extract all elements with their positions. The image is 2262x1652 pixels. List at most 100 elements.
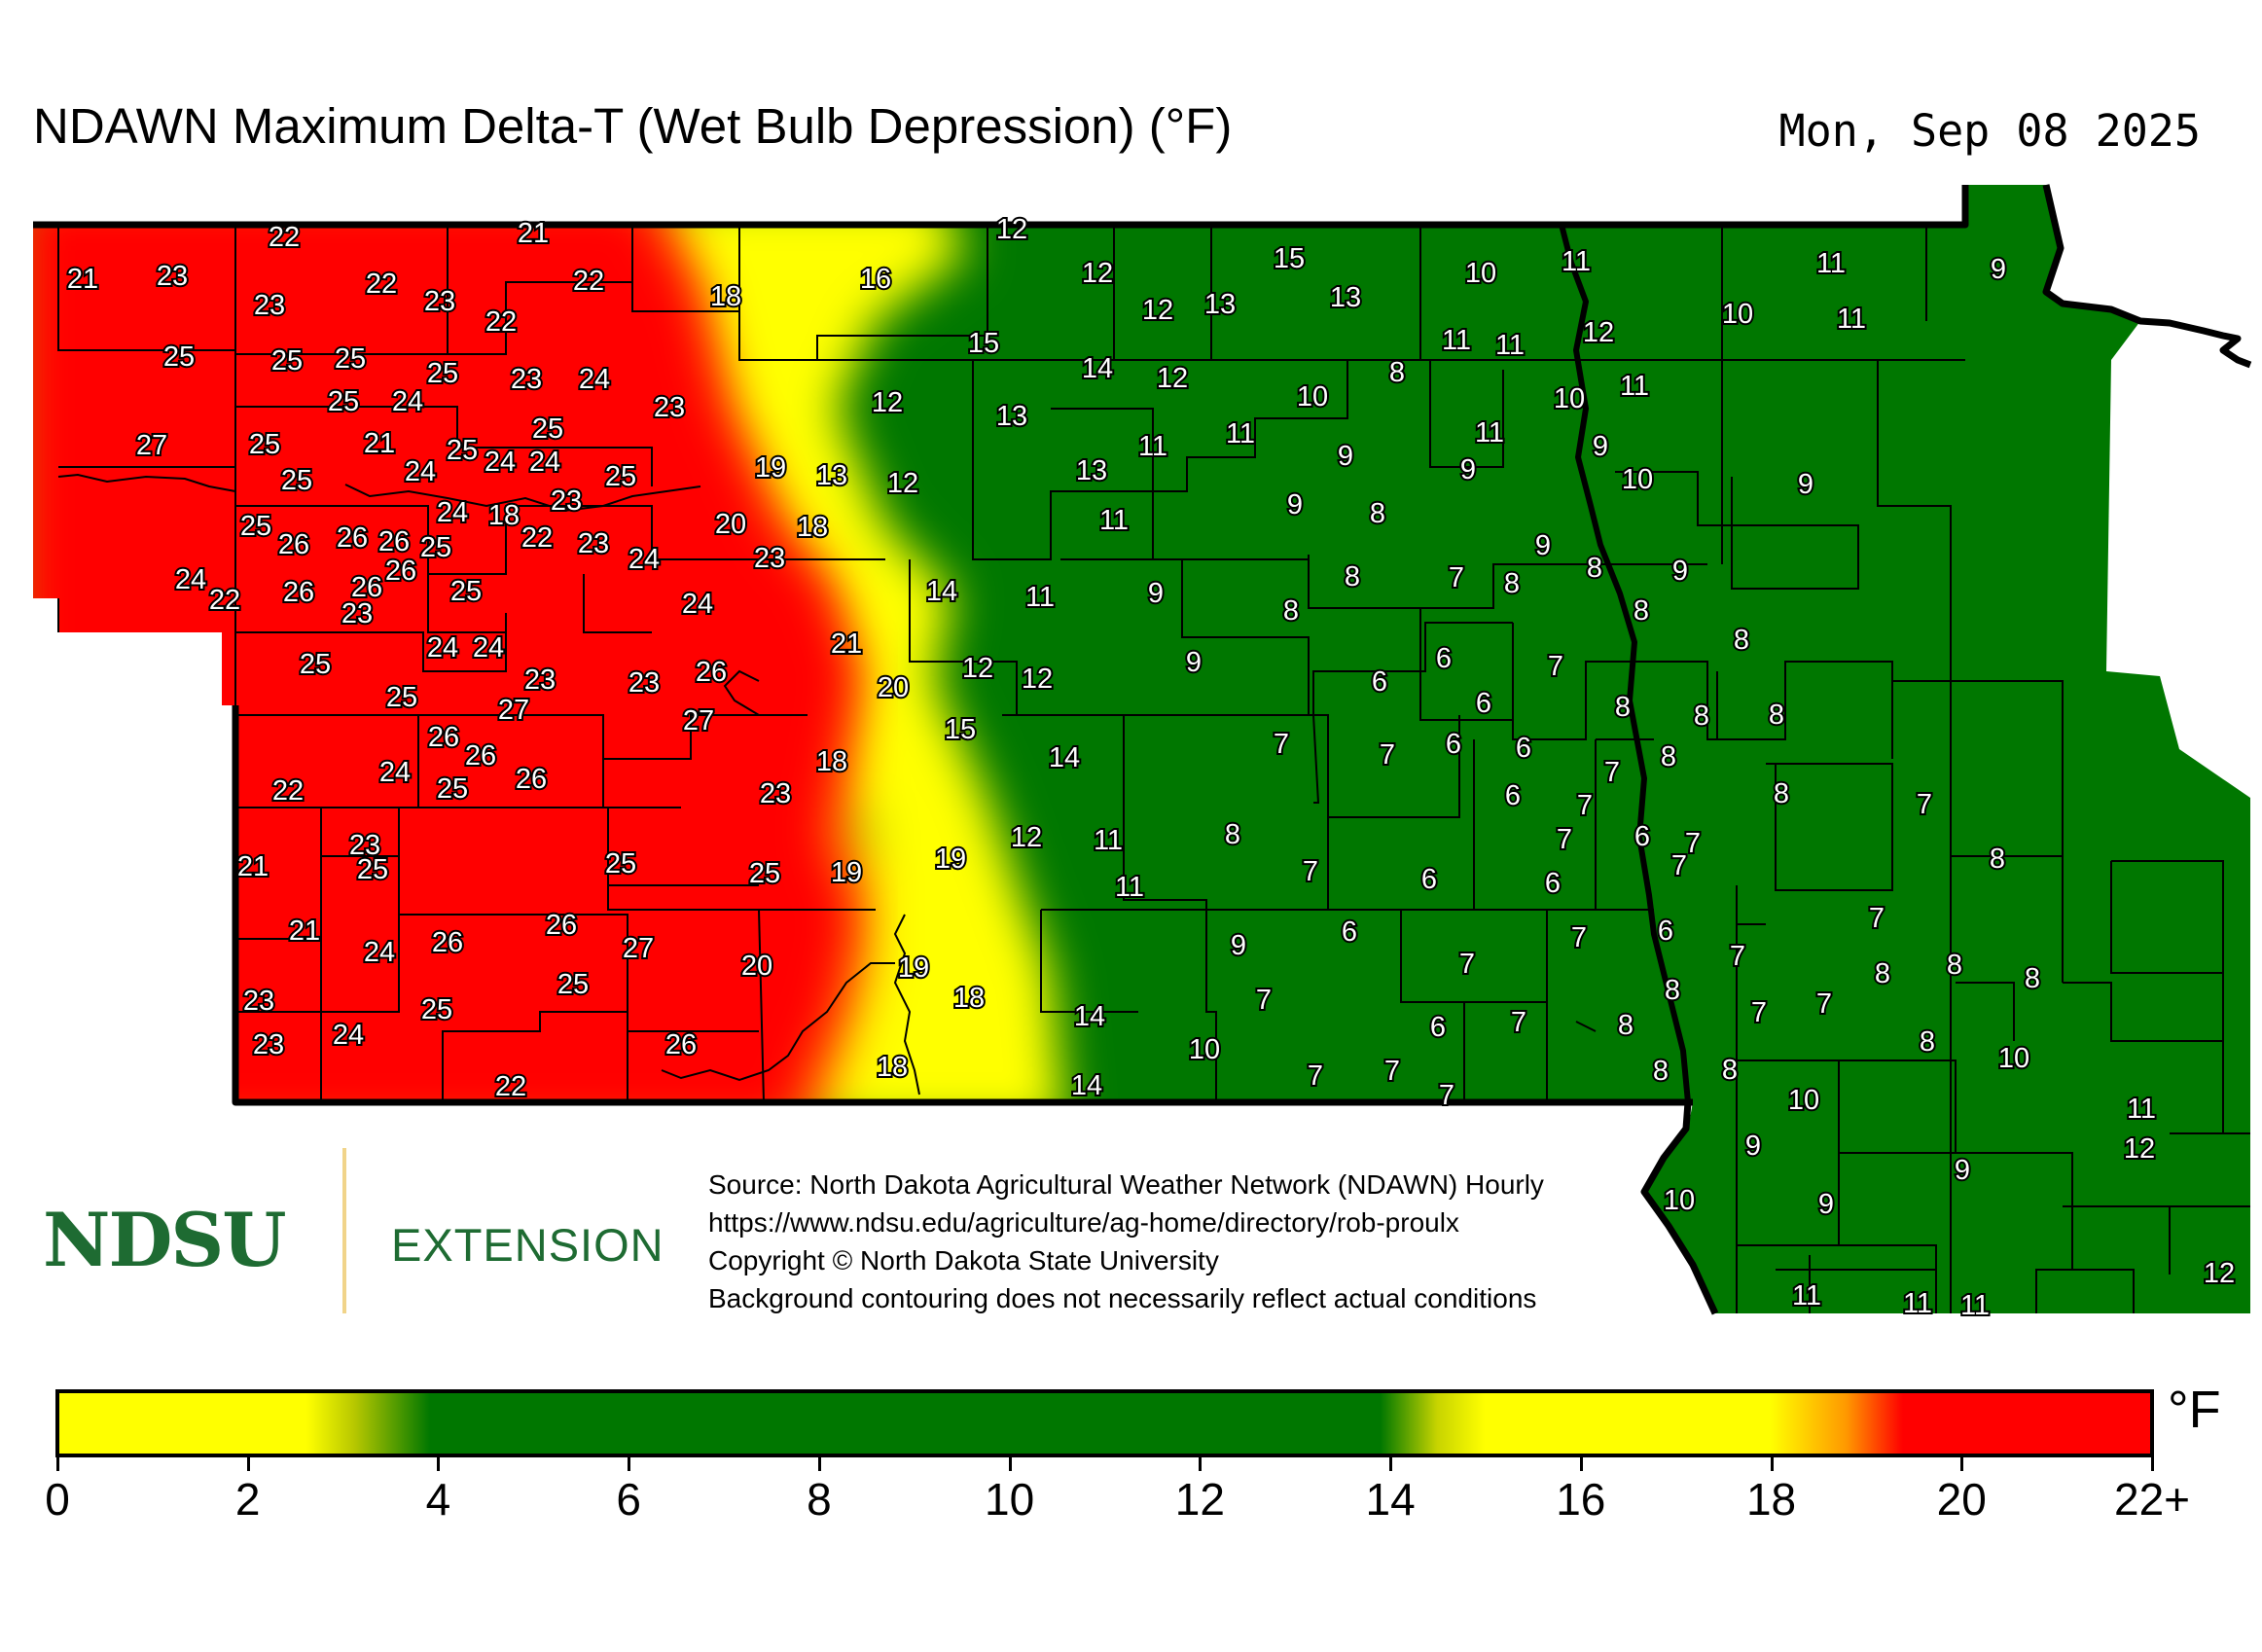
station-value: 7 (1308, 1060, 1323, 1092)
station-value: 8 (1990, 844, 2005, 875)
station-value: 8 (1283, 595, 1299, 627)
station-value: 23 (424, 286, 455, 317)
station-value: 26 (337, 522, 368, 554)
station-value: 24 (364, 937, 395, 968)
station-value: 25 (421, 994, 452, 1025)
station-value: 19 (935, 844, 966, 875)
station-value: 25 (281, 465, 312, 496)
station-value: 24 (427, 632, 458, 664)
station-value: 25 (420, 532, 451, 563)
station-value: 26 (351, 572, 382, 603)
legend-tick (246, 1455, 250, 1471)
station-value: 25 (328, 386, 359, 417)
station-value: 8 (1694, 700, 1709, 732)
station-value: 21 (831, 628, 862, 660)
station-value: 11 (1138, 431, 1167, 462)
station-value: 22 (269, 222, 300, 253)
station-value: 13 (1204, 289, 1236, 320)
station-value: 24 (175, 564, 206, 595)
station-value: 10 (1554, 383, 1585, 414)
station-value: 6 (1658, 916, 1673, 947)
station-value: 20 (878, 672, 909, 703)
station-value: 6 (1476, 688, 1491, 719)
red-river (1559, 224, 1691, 1103)
legend-tick-label: 0 (45, 1474, 70, 1525)
station-value: 8 (1618, 1010, 1634, 1041)
station-value: 14 (1082, 353, 1113, 384)
station-value: 12 (872, 387, 903, 418)
station-value: 8 (1722, 1055, 1738, 1086)
logo-wordmark: NDSU (43, 1197, 287, 1283)
legend-tick-label: 2 (234, 1474, 261, 1525)
station-value: 8 (1774, 778, 1789, 809)
station-value: 7 (1671, 850, 1687, 881)
station-value: 8 (1947, 950, 1962, 981)
station-value: 8 (1875, 958, 1890, 989)
source-url: https://www.ndsu.edu/agriculture/ag-home… (708, 1207, 1459, 1238)
station-value: 12 (1583, 317, 1614, 348)
station-value: 23 (157, 261, 188, 292)
station-value: 23 (578, 528, 609, 559)
station-value: 8 (1665, 975, 1680, 1006)
copyright-line: Copyright © North Dakota State Universit… (708, 1245, 1219, 1275)
station-value: 10 (1664, 1185, 1695, 1216)
station-value: 12 (2124, 1133, 2155, 1165)
legend-tick (1389, 1455, 1393, 1471)
station-value: 9 (1460, 454, 1476, 485)
station-value: 14 (1071, 1070, 1102, 1101)
station-value: 26 (665, 1029, 697, 1060)
station-value: 23 (754, 543, 785, 574)
station-value: 8 (1920, 1026, 1935, 1058)
station-value: 25 (450, 576, 482, 607)
legend-tick-label: 8 (807, 1474, 832, 1525)
map-title: NDAWN Maximum Delta-T (Wet Bulb Depressi… (33, 98, 1233, 154)
station-value: 21 (237, 851, 269, 882)
station-value: 25 (605, 461, 636, 492)
station-value: 9 (1955, 1155, 1970, 1186)
source-line: Source: North Dakota Agricultural Weathe… (708, 1169, 1544, 1200)
station-value: 26 (696, 657, 727, 688)
station-value: 24 (473, 632, 504, 664)
station-value: 12 (887, 468, 918, 499)
station-value: 6 (1634, 821, 1650, 852)
station-value: 7 (1577, 790, 1593, 821)
station-value: 21 (364, 428, 395, 459)
legend-tick (1770, 1455, 1774, 1471)
station-value: 7 (1439, 1080, 1454, 1111)
station-value: 13 (996, 401, 1027, 432)
station-value: 11 (1792, 1280, 1821, 1311)
station-value: 8 (1634, 595, 1649, 627)
station-value: 25 (386, 682, 417, 713)
station-value: 7 (1571, 922, 1587, 953)
station-value: 19 (831, 857, 862, 888)
station-value: 10 (1297, 381, 1328, 413)
station-value: 6 (1372, 666, 1387, 698)
legend-tick (628, 1455, 631, 1471)
station-value: 20 (715, 509, 746, 540)
legend-tick (1199, 1455, 1203, 1471)
station-value: 7 (1730, 941, 1745, 972)
station-value: 10 (1465, 258, 1496, 289)
station-value: 26 (378, 526, 410, 557)
station-value: 22 (209, 585, 240, 616)
station-value: 22 (272, 775, 304, 807)
station-value: 24 (628, 544, 660, 575)
station-value: 9 (1535, 530, 1551, 561)
station-value: 11 (1099, 505, 1129, 536)
station-value: 22 (573, 266, 604, 297)
station-value: 26 (428, 722, 459, 753)
station-value: 11 (1903, 1288, 1932, 1319)
station-value: 14 (926, 576, 957, 607)
station-value: 23 (551, 485, 582, 517)
station-value: 8 (1769, 700, 1784, 731)
station-value: 6 (1342, 916, 1357, 948)
station-value: 6 (1436, 643, 1452, 674)
station-value: 24 (529, 447, 560, 478)
map-date: Mon, Sep 08 2025 (1778, 105, 2201, 157)
station-value: 22 (366, 269, 397, 300)
legend-tick (1008, 1455, 1012, 1471)
station-value: 12 (962, 653, 993, 684)
station-value: 23 (341, 598, 373, 629)
station-value: 18 (953, 983, 985, 1014)
station-value: 8 (1661, 741, 1676, 772)
